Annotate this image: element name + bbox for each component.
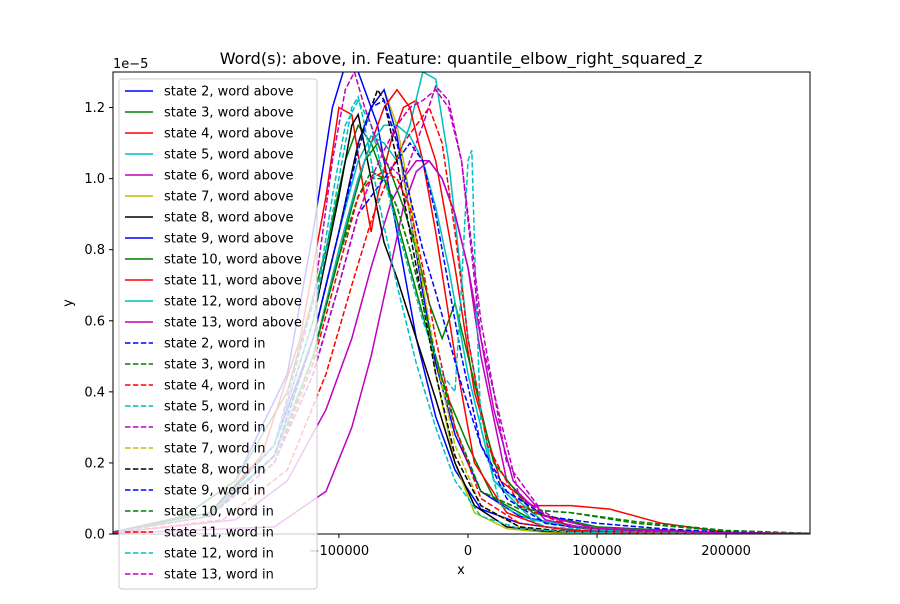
plot-frame [112, 71, 811, 535]
y-tick-label: 0.6 [84, 314, 105, 329]
legend-label: state 11, word in [164, 526, 274, 541]
legend-label: state 3, word in [164, 358, 266, 373]
legend: state 2, word above state 3, word above st… [118, 78, 318, 590]
y-tick-label: 1.0 [84, 172, 105, 187]
legend-label: state 8, word above [164, 211, 294, 226]
y-tick-label: 0.8 [84, 243, 105, 258]
legend-label: state 4, word in [164, 379, 266, 394]
legend-label: state 5, word in [164, 400, 266, 415]
legend-label: state 10, word above [164, 253, 302, 268]
x-axis-label: x [457, 563, 465, 578]
legend-label: state 13, word above [164, 316, 302, 331]
legend-label: state 7, word in [164, 442, 266, 457]
x-tick-label: 0 [464, 544, 472, 559]
legend-label: state 7, word above [164, 190, 294, 205]
legend-label: state 12, word in [164, 547, 274, 562]
series-line-15 [113, 105, 810, 534]
legend-label: state 9, word above [164, 232, 294, 247]
y-axis-scale-label: 1e−5 [113, 57, 148, 72]
legend-label: state 2, word above [164, 85, 294, 100]
y-tick-label: 0.4 [84, 385, 105, 400]
y-axis-ticks: 0.0 0.2 0.4 0.6 0.8 1.0 1.2 [84, 101, 113, 543]
legend-label: state 13, word in [164, 568, 274, 583]
legend-label: state 4, word above [164, 127, 294, 142]
legend-box [118, 78, 318, 590]
legend-label: state 6, word in [164, 421, 266, 436]
y-tick-label: 1.2 [84, 101, 105, 116]
legend-label: state 11, word above [164, 274, 302, 289]
legend-label: state 9, word in [164, 484, 266, 499]
legend-label: state 5, word above [164, 148, 294, 163]
legend-label: state 8, word in [164, 463, 266, 478]
x-axis-ticks: −100000 0 100000 200000 [309, 534, 751, 559]
x-tick-label: 100000 [572, 544, 622, 559]
legend-label: state 6, word above [164, 169, 294, 184]
legend-label: state 2, word in [164, 337, 266, 352]
legend-label: state 12, word above [164, 295, 302, 310]
chart-title: Word(s): above, in. Feature: quantile_el… [220, 49, 703, 69]
y-tick-label: 0.2 [84, 456, 105, 471]
y-axis-label: y [61, 299, 76, 307]
legend-label: state 10, word in [164, 505, 274, 520]
legend-label: state 3, word above [164, 106, 294, 121]
x-tick-label: 200000 [701, 544, 751, 559]
series-line-20 [113, 99, 810, 534]
series-line-16 [113, 98, 810, 534]
y-tick-label: 0.0 [84, 528, 105, 543]
x-tick-label: −100000 [309, 544, 370, 559]
